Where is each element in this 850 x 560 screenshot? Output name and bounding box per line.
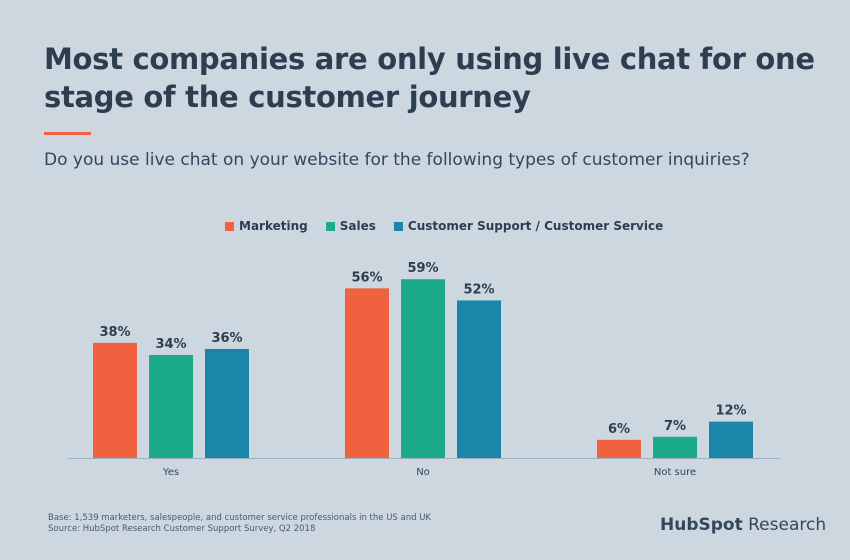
legend: Marketing Sales Customer Support / Custo…: [225, 219, 663, 233]
accent-rule: [44, 132, 91, 135]
data-label: 6%: [608, 422, 630, 437]
hubspot-research-logo: HubSpot Research: [660, 515, 826, 535]
logo-brand: HubSpot: [660, 515, 743, 535]
legend-label: Marketing: [239, 219, 308, 233]
category-label: Not sure: [654, 467, 696, 478]
legend-swatch: [325, 221, 335, 231]
bar-no-2: [457, 300, 501, 458]
data-label: 12%: [715, 404, 746, 419]
legend-label: Sales: [339, 219, 376, 233]
chart-subtitle: Do you use live chat on your website for…: [44, 150, 750, 170]
category-label: Yes: [162, 467, 179, 478]
bar-yes-1: [149, 354, 193, 458]
logo-suffix: Research: [748, 515, 827, 535]
legend-swatch: [225, 221, 234, 231]
legend-item-support: Customer Support / Customer Service: [393, 219, 664, 233]
footnote: Base: 1,539 marketers, salespeople, and …: [48, 513, 431, 535]
chart-title: Most companies are only using live chat …: [44, 42, 815, 114]
bar-no-1: [401, 279, 445, 458]
footnote-source: Source: HubSpot Research Customer Suppor…: [48, 524, 316, 534]
category-label: No: [416, 467, 430, 478]
data-label: 59%: [407, 261, 438, 276]
data-label: 36%: [211, 331, 242, 346]
legend-swatch: [393, 221, 403, 231]
data-label: 56%: [351, 270, 382, 285]
legend-item-sales: Sales: [325, 219, 376, 233]
data-label: 34%: [155, 337, 186, 352]
data-label: 38%: [99, 325, 130, 340]
legend-item-marketing: Marketing: [225, 219, 308, 233]
footnote-base: Base: 1,539 marketers, salespeople, and …: [48, 513, 432, 523]
bar-yes-2: [205, 348, 249, 458]
bar-not-sure-0: [597, 439, 641, 458]
bar-yes-0: [93, 342, 137, 458]
data-label: 7%: [664, 419, 686, 434]
bar-no-0: [345, 288, 389, 458]
bar-not-sure-2: [709, 421, 753, 458]
legend-label: Customer Support / Customer Service: [407, 219, 664, 233]
data-label: 52%: [463, 282, 494, 297]
bar-not-sure-1: [653, 436, 697, 458]
